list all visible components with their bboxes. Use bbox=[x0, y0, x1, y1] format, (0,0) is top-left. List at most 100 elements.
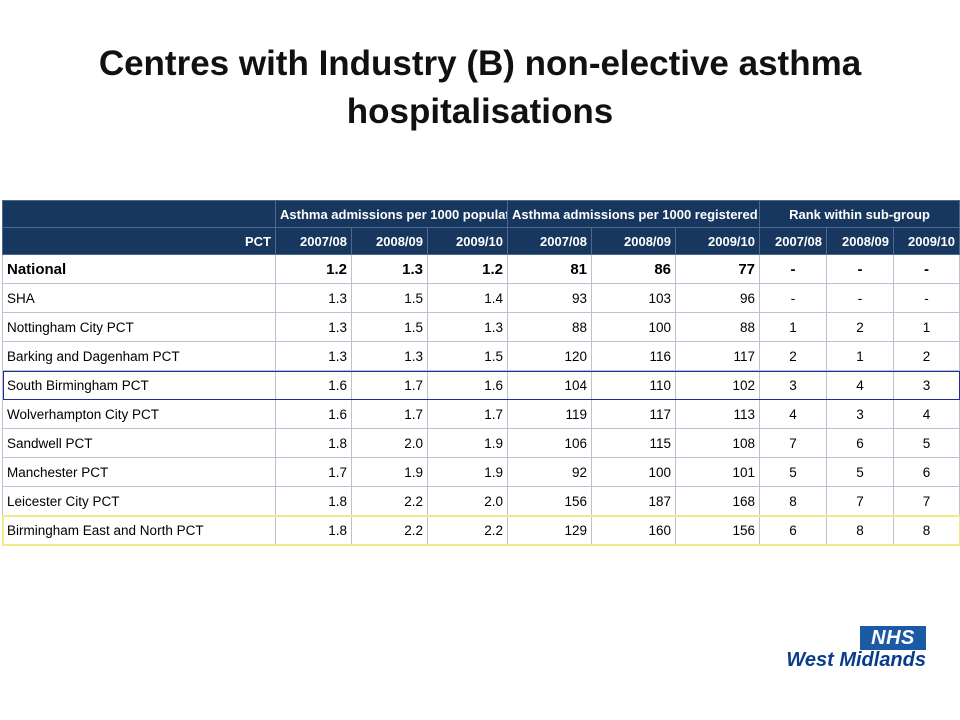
table-cell: 92 bbox=[507, 457, 592, 487]
row-label: Manchester PCT bbox=[2, 457, 276, 487]
row-label: SHA bbox=[2, 283, 276, 313]
row-label: National bbox=[2, 254, 276, 284]
table-cell: 1 bbox=[826, 341, 894, 371]
table-cell: 115 bbox=[591, 428, 676, 458]
table-cell: 2.2 bbox=[427, 515, 508, 545]
table-cell: 1 bbox=[759, 312, 827, 342]
table-cell: 1.5 bbox=[427, 341, 508, 371]
row-label: Wolverhampton City PCT bbox=[2, 399, 276, 429]
table-cell: 4 bbox=[826, 370, 894, 400]
table-cell: 1.7 bbox=[427, 399, 508, 429]
table-cell: 1.7 bbox=[351, 399, 428, 429]
table-cell: 3 bbox=[892, 370, 960, 400]
table-cell: 1.5 bbox=[351, 283, 428, 313]
table-cell: 6 bbox=[892, 457, 960, 487]
year-header: 2007/08 bbox=[507, 227, 592, 255]
table-cell: 1.3 bbox=[427, 312, 508, 342]
table-cell: 8 bbox=[759, 486, 827, 516]
table-cell: 7 bbox=[759, 428, 827, 458]
table-row: South Birmingham PCT 1.6 1.7 1.6 104 110 102 3 4… bbox=[2, 370, 960, 400]
table-cell: 3 bbox=[826, 399, 894, 429]
row-label: Barking and Dagenham PCT bbox=[2, 341, 276, 371]
group-header-registered: Asthma admissions per 1000 registered pt… bbox=[507, 200, 760, 228]
table-cell: 4 bbox=[759, 399, 827, 429]
table-cell: 100 bbox=[591, 457, 676, 487]
year-header: 2008/09 bbox=[826, 227, 894, 255]
table-cell: 116 bbox=[591, 341, 676, 371]
table-cell: 2.2 bbox=[351, 486, 428, 516]
row-label: Birmingham East and North PCT bbox=[2, 515, 276, 545]
table-cell: 88 bbox=[507, 312, 592, 342]
table-cell: 2 bbox=[892, 341, 960, 371]
year-header: 2009/10 bbox=[675, 227, 760, 255]
table-row: SHA 1.3 1.5 1.4 93 103 96- - - bbox=[2, 283, 960, 313]
table-cell: 110 bbox=[591, 370, 676, 400]
table-cell: 1.3 bbox=[351, 254, 428, 284]
year-header: 2009/10 bbox=[892, 227, 960, 255]
table-cell: 1.2 bbox=[275, 254, 352, 284]
table-cell: 1.3 bbox=[351, 341, 428, 371]
region-text: West Midlands bbox=[786, 649, 926, 671]
table-cell: 2 bbox=[759, 341, 827, 371]
table-cell: 1.7 bbox=[351, 370, 428, 400]
group-header-blank bbox=[2, 200, 276, 228]
table-cell: 6 bbox=[826, 428, 894, 458]
table-cell: 2.2 bbox=[351, 515, 428, 545]
table-cell: 103 bbox=[591, 283, 676, 313]
table-cell: 2 bbox=[826, 312, 894, 342]
table-cell: 168 bbox=[675, 486, 760, 516]
table-row: National 1.2 1.3 1.2 81 86 77- - - bbox=[2, 254, 960, 284]
table-cell: 3 bbox=[759, 370, 827, 400]
table-cell: 1.8 bbox=[275, 515, 352, 545]
table-cell: 1.8 bbox=[275, 428, 352, 458]
table-cell: 1.6 bbox=[275, 370, 352, 400]
table-body: National 1.2 1.3 1.2 81 86 77- - - SHA 1.3 1.5 1.4 93… bbox=[1, 254, 960, 546]
year-header: 2008/09 bbox=[351, 227, 428, 255]
table-cell: 156 bbox=[675, 515, 760, 545]
table-cell: 106 bbox=[507, 428, 592, 458]
table-cell: 1.3 bbox=[275, 312, 352, 342]
table-cell: 6 bbox=[759, 515, 827, 545]
table-cell: 2.0 bbox=[427, 486, 508, 516]
group-header-rank: Rank within sub-group bbox=[758, 200, 960, 228]
table-cell: 1.9 bbox=[351, 457, 428, 487]
table-cell: 1.6 bbox=[275, 399, 352, 429]
table-cell: - bbox=[759, 283, 827, 313]
year-header: 2009/10 bbox=[427, 227, 508, 255]
table-cell: 1 bbox=[892, 312, 960, 342]
table-cell: 5 bbox=[892, 428, 960, 458]
table-cell: 117 bbox=[675, 341, 760, 371]
table-cell: 1.8 bbox=[275, 486, 352, 516]
year-header: 2007/08 bbox=[275, 227, 352, 255]
table-row: Nottingham City PCT 1.3 1.5 1.3 88 100 88 1 2 1 bbox=[2, 312, 960, 342]
row-label: South Birmingham PCT bbox=[2, 370, 276, 400]
table-cell: 102 bbox=[675, 370, 760, 400]
table-row: Leicester City PCT 1.8 2.2 2.0 156 187 168 8 7 7 bbox=[2, 486, 960, 516]
table-cell: - bbox=[826, 283, 894, 313]
data-table-container: Asthma admissions per 1000 population As… bbox=[1, 200, 960, 546]
table-cell: 8 bbox=[892, 515, 960, 545]
table-cell: 1.9 bbox=[427, 457, 508, 487]
table-cell: 81 bbox=[507, 254, 592, 284]
table-cell: 117 bbox=[591, 399, 676, 429]
year-header: 2008/09 bbox=[591, 227, 676, 255]
table-cell: 5 bbox=[826, 457, 894, 487]
table-cell: 1.5 bbox=[351, 312, 428, 342]
row-label: Sandwell PCT bbox=[2, 428, 276, 458]
year-header: 2007/08 bbox=[759, 227, 827, 255]
group-header-population: Asthma admissions per 1000 population bbox=[275, 200, 508, 228]
table-cell: 77 bbox=[675, 254, 760, 284]
nhs-logo: NHS West Midlands bbox=[770, 626, 930, 672]
table-cell: - bbox=[892, 283, 960, 313]
asthma-table: Asthma admissions per 1000 population As… bbox=[1, 200, 960, 546]
table-cell: 100 bbox=[591, 312, 676, 342]
page-title: Centres with Industry (B) non-elective a… bbox=[98, 44, 862, 131]
table-cell: 119 bbox=[507, 399, 592, 429]
table-cell: 86 bbox=[591, 254, 676, 284]
table-cell: 1.6 bbox=[427, 370, 508, 400]
table-row: Barking and Dagenham PCT 1.3 1.3 1.5 120 116 1… bbox=[2, 341, 960, 371]
nhs-text: NHS bbox=[871, 626, 915, 649]
table-row: Sandwell PCT 1.8 2.0 1.9 106 115 108 7 6 5 bbox=[2, 428, 960, 458]
row-label: Nottingham City PCT bbox=[2, 312, 276, 342]
table-cell: 104 bbox=[507, 370, 592, 400]
